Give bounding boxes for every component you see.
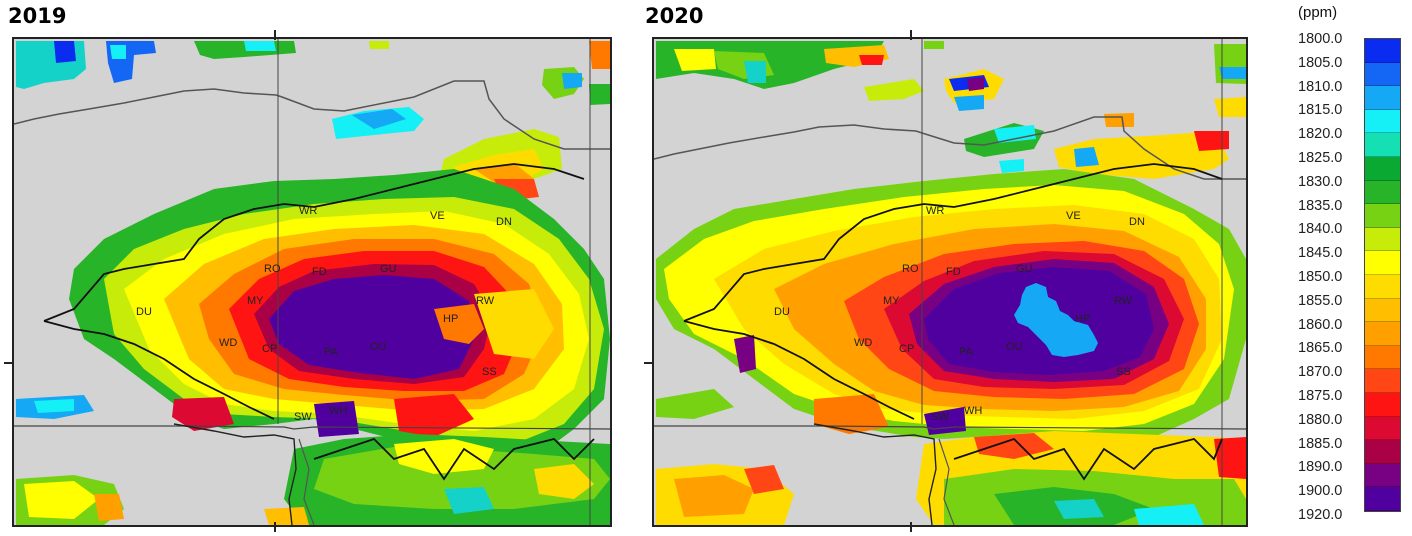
map-2020: WR VE DN RO FD GU MY RW DU HP WD CP PA OU SS SW WH bbox=[652, 37, 1248, 527]
legend-tick-label: 1805.0 bbox=[1298, 54, 1343, 71]
axis-tick bbox=[274, 522, 276, 532]
site-label: DN bbox=[1129, 216, 1145, 228]
legend-tick-label: 1845.0 bbox=[1298, 245, 1343, 262]
axis-tick bbox=[910, 30, 912, 40]
legend-tick-label: 1855.0 bbox=[1298, 292, 1343, 309]
legend-swatch bbox=[1365, 62, 1400, 87]
site-label: PA bbox=[324, 346, 339, 358]
legend-tick-label: 1840.0 bbox=[1298, 221, 1343, 238]
panel-title-2019: 2019 bbox=[8, 4, 67, 28]
legend-swatch bbox=[1365, 487, 1400, 511]
site-label: OU bbox=[1006, 341, 1023, 353]
legend-swatch bbox=[1365, 440, 1400, 464]
site-label: OU bbox=[370, 341, 387, 353]
site-label: WD bbox=[854, 337, 872, 349]
legend-tick-label: 1890.0 bbox=[1298, 459, 1343, 476]
site-label: MY bbox=[883, 295, 900, 307]
legend-tick-label: 1885.0 bbox=[1298, 435, 1343, 452]
legend-tick-label: 1825.0 bbox=[1298, 149, 1343, 166]
site-label: RO bbox=[902, 263, 919, 275]
legend-tick-label: 1880.0 bbox=[1298, 411, 1343, 428]
legend-swatch bbox=[1365, 133, 1400, 157]
legend-swatch bbox=[1365, 39, 1400, 63]
heat-layer-2020 bbox=[654, 39, 1246, 525]
legend-swatch bbox=[1365, 156, 1400, 181]
site-labels-2020: WR VE DN RO FD GU MY RW DU HP WD CP PA OU SS SW WH bbox=[774, 205, 1145, 423]
legend-swatch bbox=[1365, 251, 1400, 275]
site-label: PA bbox=[959, 346, 974, 358]
site-label: WR bbox=[926, 205, 944, 217]
legend-tick-label: 1850.0 bbox=[1298, 268, 1343, 285]
legend-swatch bbox=[1365, 369, 1400, 393]
legend-swatch bbox=[1365, 109, 1400, 134]
site-label: SS bbox=[1116, 366, 1131, 378]
legend-swatch bbox=[1365, 463, 1400, 488]
colorbar bbox=[1364, 38, 1401, 512]
axis-tick bbox=[910, 522, 912, 532]
legend-swatch bbox=[1365, 204, 1400, 228]
site-label: DU bbox=[774, 306, 790, 318]
legend-swatch bbox=[1365, 345, 1400, 370]
site-label: WH bbox=[964, 405, 982, 417]
legend-swatch bbox=[1365, 416, 1400, 441]
site-label: WR bbox=[299, 205, 317, 217]
site-label: RW bbox=[1114, 295, 1133, 307]
legend-swatch bbox=[1365, 180, 1400, 205]
axis-tick bbox=[4, 362, 14, 364]
site-label: MY bbox=[247, 295, 264, 307]
heat-layer-2019 bbox=[14, 39, 610, 525]
site-label: CP bbox=[262, 343, 277, 355]
site-label: RW bbox=[476, 295, 495, 307]
legend-tick-label: 1875.0 bbox=[1298, 387, 1343, 404]
legend-swatch bbox=[1365, 274, 1400, 299]
site-label: CP bbox=[899, 343, 914, 355]
site-label: VE bbox=[430, 210, 445, 222]
site-label: GU bbox=[380, 263, 397, 275]
site-label: HP bbox=[1075, 313, 1090, 325]
panel-title-2020: 2020 bbox=[645, 4, 704, 28]
site-label: FD bbox=[312, 266, 327, 278]
legend-tick-label: 1820.0 bbox=[1298, 126, 1343, 143]
legend-tick-label: 1865.0 bbox=[1298, 340, 1343, 357]
legend-tick-label: 1815.0 bbox=[1298, 102, 1343, 119]
site-label: WD bbox=[219, 337, 237, 349]
site-label: DN bbox=[496, 216, 512, 228]
legend-swatch bbox=[1365, 298, 1400, 323]
site-label: SW bbox=[294, 411, 312, 423]
site-label: DU bbox=[136, 306, 152, 318]
axis-tick bbox=[274, 30, 276, 40]
legend-tick-label: 1870.0 bbox=[1298, 364, 1343, 381]
map-2019: WR VE DN RO FD GU MY RW DU HP WD CP PA OU SS SW WH bbox=[12, 37, 612, 527]
legend-tick-label: 1860.0 bbox=[1298, 316, 1343, 333]
legend-tick-label: 1830.0 bbox=[1298, 173, 1343, 190]
axis-tick bbox=[644, 362, 654, 364]
legend-swatch bbox=[1365, 322, 1400, 346]
site-label: RO bbox=[264, 263, 281, 275]
legend-tick-label: 1835.0 bbox=[1298, 197, 1343, 214]
legend-swatch bbox=[1365, 86, 1400, 110]
legend-unit-label: (ppm) bbox=[1298, 4, 1338, 21]
site-label: HP bbox=[443, 313, 458, 325]
legend-tick-label: 1920.0 bbox=[1298, 506, 1343, 523]
site-label: SS bbox=[482, 366, 497, 378]
legend-swatch bbox=[1365, 392, 1400, 417]
site-label: VE bbox=[1066, 210, 1081, 222]
legend-tick-label: 1800.0 bbox=[1298, 31, 1343, 47]
site-label: WH bbox=[329, 405, 347, 417]
legend-tick-label: 1900.0 bbox=[1298, 483, 1343, 500]
legend-labels: 1800.0 1805.0 1810.0 1815.0 1820.0 1825.0 1830… bbox=[1298, 32, 1358, 532]
site-label: GU bbox=[1016, 263, 1033, 275]
site-label: SW bbox=[931, 411, 949, 423]
legend-swatch bbox=[1365, 227, 1400, 252]
legend-tick-label: 1810.0 bbox=[1298, 78, 1343, 95]
site-label: FD bbox=[946, 266, 961, 278]
site-labels-2019: WR VE DN RO FD GU MY RW DU HP WD CP PA OU SS SW WH bbox=[136, 205, 512, 423]
